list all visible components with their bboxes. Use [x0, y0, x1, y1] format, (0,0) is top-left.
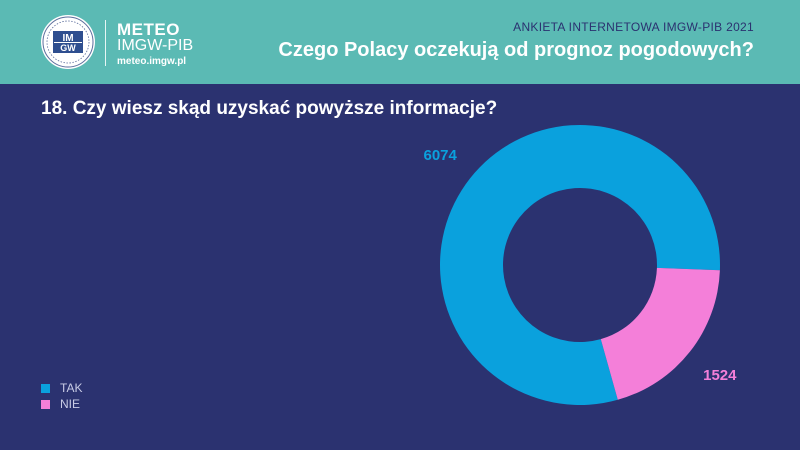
data-label-nie: 1524 — [703, 367, 737, 384]
logo-text-bottom: GW — [60, 43, 76, 53]
survey-title: Czego Polacy oczekują od prognoz pogodow… — [278, 39, 754, 61]
legend-item-nie: NIE — [41, 396, 82, 412]
brand-subtitle: IMGW-PIB — [117, 37, 194, 54]
brand-name: METEO — [117, 20, 180, 39]
legend-swatch-tak — [41, 383, 50, 393]
legend-label-tak: TAK — [60, 381, 83, 395]
survey-name: ANKIETA INTERNETOWA IMGW-PIB 2021 — [513, 20, 754, 34]
question-title: 18. Czy wiesz skąd uzyskać powyższe info… — [41, 98, 498, 119]
chart-legend: TAK NIE — [41, 380, 82, 412]
legend-swatch-nie — [41, 399, 50, 409]
legend-label-nie: NIE — [60, 397, 81, 411]
donut-slice-tak — [439, 124, 720, 405]
donut-slice-nie — [600, 267, 720, 400]
imgw-logo: IM GW — [41, 15, 95, 69]
logo-text-top: IM — [62, 33, 73, 44]
logo-divider — [105, 20, 106, 66]
header-bar: IM GW METEO IMGW-PIB meteo.imgw.pl ANKIE… — [0, 0, 800, 84]
data-label-tak: 6074 — [423, 147, 457, 164]
brand-url: meteo.imgw.pl — [117, 56, 187, 67]
imgw-logo-icon: IM GW — [42, 16, 94, 68]
legend-item-tak: TAK — [41, 380, 82, 396]
